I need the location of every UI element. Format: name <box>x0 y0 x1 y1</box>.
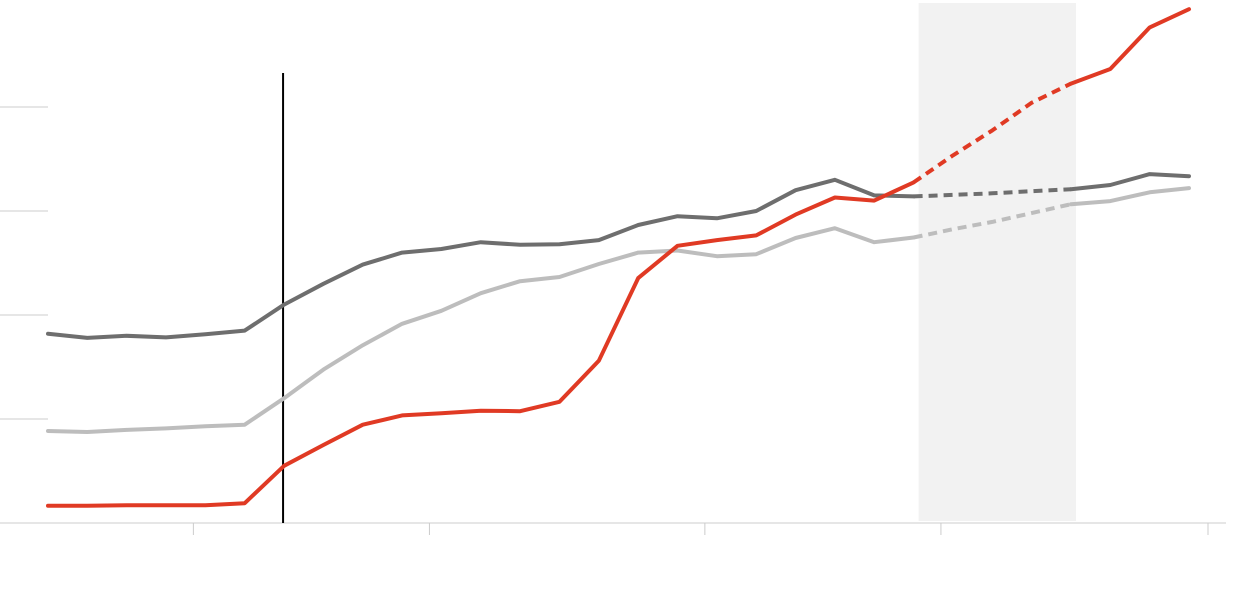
series-light_gray-line-tail <box>1069 186 1191 207</box>
series-layer <box>46 7 1191 508</box>
series-dark_gray-line <box>46 177 916 340</box>
series-light_gray-projection-line <box>913 202 1072 240</box>
series-red-line <box>46 180 916 508</box>
series-light_gray-line <box>46 226 916 434</box>
series-red-projection-line <box>912 81 1072 185</box>
projection-band <box>918 3 1076 521</box>
series-dark_gray-projection-line <box>913 187 1072 199</box>
series-dark_gray-line-tail <box>1069 172 1191 192</box>
axis-layer <box>0 106 1226 535</box>
series-red-line-tail <box>1069 7 1191 86</box>
projection-band-layer <box>918 3 1076 521</box>
